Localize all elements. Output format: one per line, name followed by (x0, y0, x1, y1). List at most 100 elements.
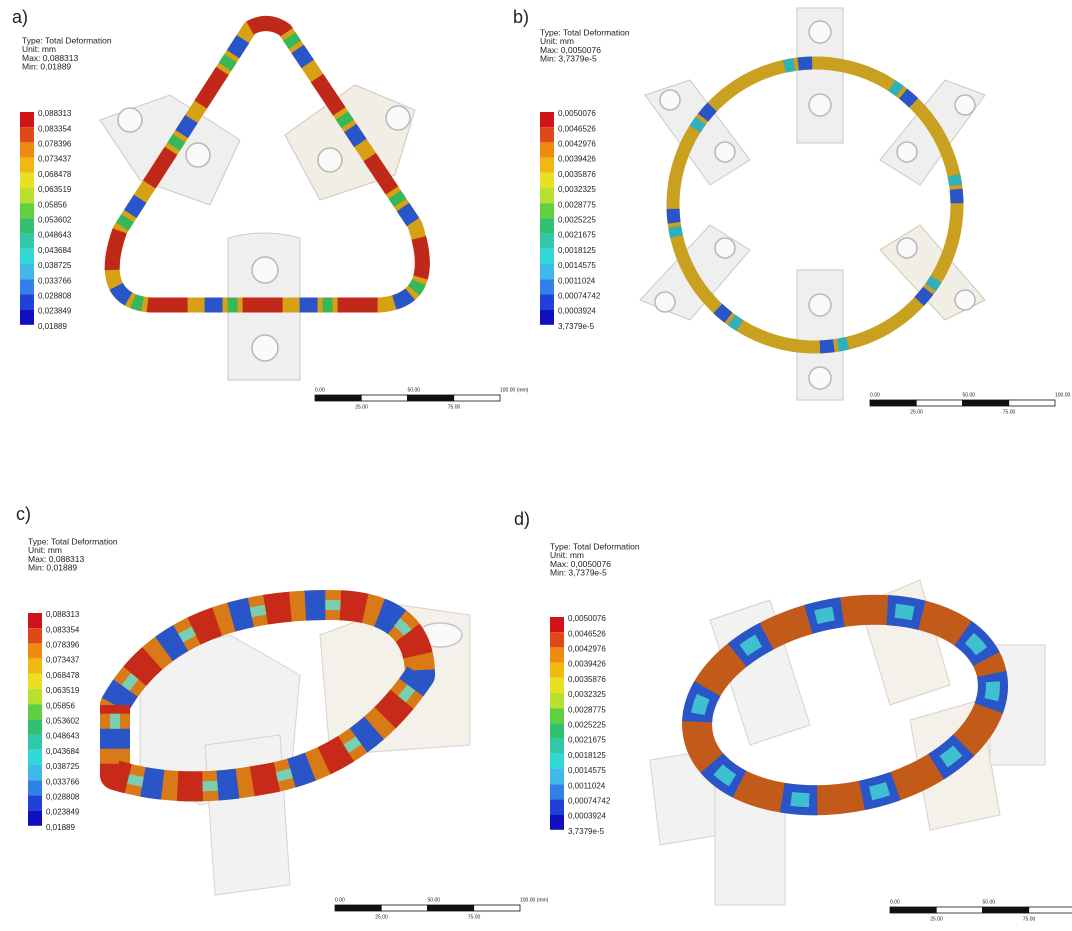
color-bin (20, 264, 34, 279)
color-bin (540, 218, 554, 233)
color-bin (540, 249, 554, 264)
color-bin (28, 795, 42, 810)
scale-segment (890, 907, 936, 913)
scale-segment (454, 395, 500, 401)
scale-label: 100.00 (mm) (1055, 392, 1072, 398)
legend-level: 0,038725 (46, 762, 80, 771)
color-bin (20, 112, 34, 127)
color-bin (540, 234, 554, 249)
color-bin (20, 294, 34, 309)
color-bin (28, 659, 42, 674)
scale-label: 0.00 (870, 392, 880, 398)
color-bin (540, 173, 554, 188)
legend-level: 0,01889 (38, 322, 67, 331)
legend-level: 0,023849 (46, 808, 80, 817)
color-bin (28, 811, 42, 826)
legend-level: 0,068478 (38, 170, 72, 179)
scale-label: 100.00 (mm) (520, 897, 549, 903)
scale-segment (361, 395, 407, 401)
legend-level: 0,0042976 (558, 140, 596, 149)
color-bin (550, 769, 564, 784)
legend-level: 0,0025225 (568, 721, 606, 730)
legend-level: 0,063519 (46, 686, 80, 695)
legend-level: 3,7379e-5 (558, 322, 595, 331)
scale-segment (916, 400, 962, 406)
legend-level: 0,043684 (38, 246, 72, 255)
legend-level: 0,0028775 (568, 705, 606, 714)
color-bin (28, 750, 42, 765)
color-bin (540, 264, 554, 279)
legend-level: 0,0032325 (558, 185, 596, 194)
legend-level: 0,053602 (38, 216, 72, 225)
color-bin (28, 765, 42, 780)
color-bin (20, 142, 34, 157)
scale-label: 25.00 (910, 409, 923, 415)
panel-label: b) (513, 7, 529, 27)
scale-segment (1029, 907, 1072, 913)
legend-level: 0,063519 (38, 185, 72, 194)
color-bin (20, 310, 34, 325)
legend-level: 0,05856 (46, 701, 75, 710)
scale-label: 25.00 (930, 916, 943, 922)
scale-label: 0.00 (890, 899, 900, 905)
legend-level: 0,048643 (38, 231, 72, 240)
color-bin (550, 647, 564, 662)
scale-segment (315, 395, 361, 401)
legend-level: 0,068478 (46, 671, 80, 680)
color-bin (550, 799, 564, 814)
scale-label: 75.00 (448, 404, 461, 410)
legend-level: 0,0018125 (558, 246, 596, 255)
legend-level: 0,023849 (38, 307, 72, 316)
legend-level: 0,0014575 (558, 261, 596, 270)
legend-level: 0,043684 (46, 747, 80, 756)
legend-level: 0,088313 (38, 109, 72, 118)
scale-label: 0.00 (335, 897, 345, 903)
scale-segment (474, 905, 520, 911)
scale-segment (983, 907, 1029, 913)
scale-label: 25.00 (375, 914, 388, 920)
color-bin (550, 632, 564, 647)
scale-segment (870, 400, 916, 406)
scale-label: 75.00 (468, 914, 481, 920)
legend-level: 0,033766 (46, 777, 80, 786)
legend-level: 0,0046526 (568, 629, 606, 638)
color-bin (550, 754, 564, 769)
color-bin (540, 294, 554, 309)
legend-level: 0,0021675 (568, 736, 606, 745)
color-bin (28, 735, 42, 750)
legend-level: 0,038725 (38, 261, 72, 270)
legend-level: 0,0039426 (568, 660, 606, 669)
color-bin (20, 249, 34, 264)
scale-label: 100.00 (mm) (500, 387, 529, 393)
color-bin (20, 279, 34, 294)
color-bin (550, 708, 564, 723)
panel: b)Type: Total DeformationUnit: mmMax: 0,… (513, 7, 1072, 416)
color-bin (28, 719, 42, 734)
legend-min: Min: 0,01889 (22, 62, 71, 72)
legend-level: 0,0039426 (558, 155, 596, 164)
color-bin (28, 704, 42, 719)
legend-min: Min: 3,7379e-5 (540, 54, 597, 64)
scale-segment (408, 395, 454, 401)
legend-level: 0,0018125 (568, 751, 606, 760)
color-bin (540, 203, 554, 218)
color-bin (540, 127, 554, 142)
color-bin (28, 689, 42, 704)
legend-level: 0,0014575 (568, 766, 606, 775)
color-bin (20, 188, 34, 203)
legend-level: 0,083354 (46, 625, 80, 634)
legend-min: Min: 3,7379e-5 (550, 568, 607, 578)
color-bin (20, 127, 34, 142)
scale-segment (936, 907, 982, 913)
scale-segment (963, 400, 1009, 406)
color-bin (550, 617, 564, 632)
color-bin (540, 158, 554, 173)
scale-label: 50.00 (408, 387, 421, 393)
legend-level: 0,0035876 (558, 170, 596, 179)
color-bin (550, 815, 564, 830)
legend-level: 0,0025225 (558, 216, 596, 225)
color-bin (550, 693, 564, 708)
legend-level: 0,05856 (38, 200, 67, 209)
